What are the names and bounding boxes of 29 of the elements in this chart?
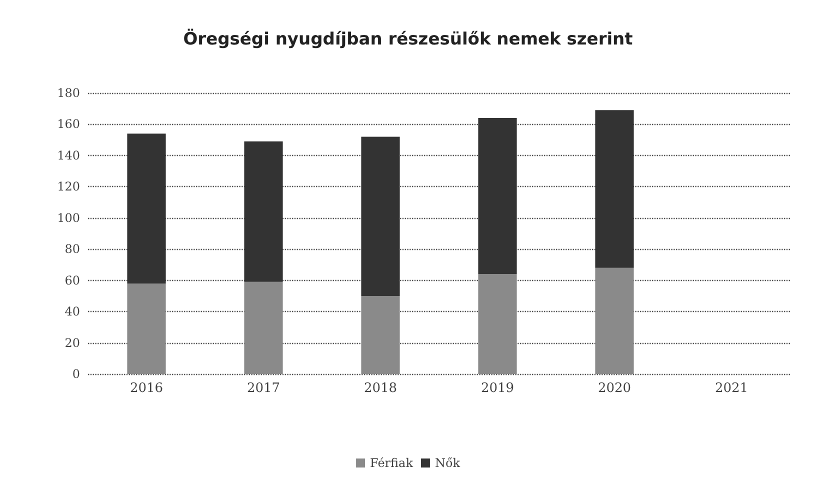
bar [127,283,166,374]
bar [361,136,400,296]
x-tick-label: 2020 [598,381,632,396]
y-tick-label: 100 [57,210,80,225]
bar [478,274,517,374]
y-tick-label: 120 [57,180,80,194]
bar [127,134,166,284]
y-tick-label: 60 [64,273,80,288]
x-tick-label: 2021 [714,381,748,396]
y-tick-label: 80 [64,242,80,256]
bar [595,110,634,268]
bar [478,118,517,274]
bar [244,282,283,374]
bar [244,141,283,282]
legend-label: Férfiak [370,456,414,470]
bar [595,268,634,374]
y-tick-label: 140 [57,148,80,162]
y-tick-label: 40 [64,304,80,319]
y-tick-label: 180 [57,86,80,100]
y-tick-label: 20 [64,336,80,350]
x-tick-label: 2017 [246,381,280,396]
y-tick-label: 160 [57,117,80,132]
bar [361,296,400,374]
y-tick-label: 0 [72,367,80,381]
x-tick-label: 2016 [130,381,164,396]
legend-label: Nők [434,456,461,470]
chart-title: Öregségi nyugdíjban részesülők nemek szerint [183,28,633,50]
x-tick-label: 2018 [364,381,398,396]
x-tick-label: 2019 [480,381,514,396]
